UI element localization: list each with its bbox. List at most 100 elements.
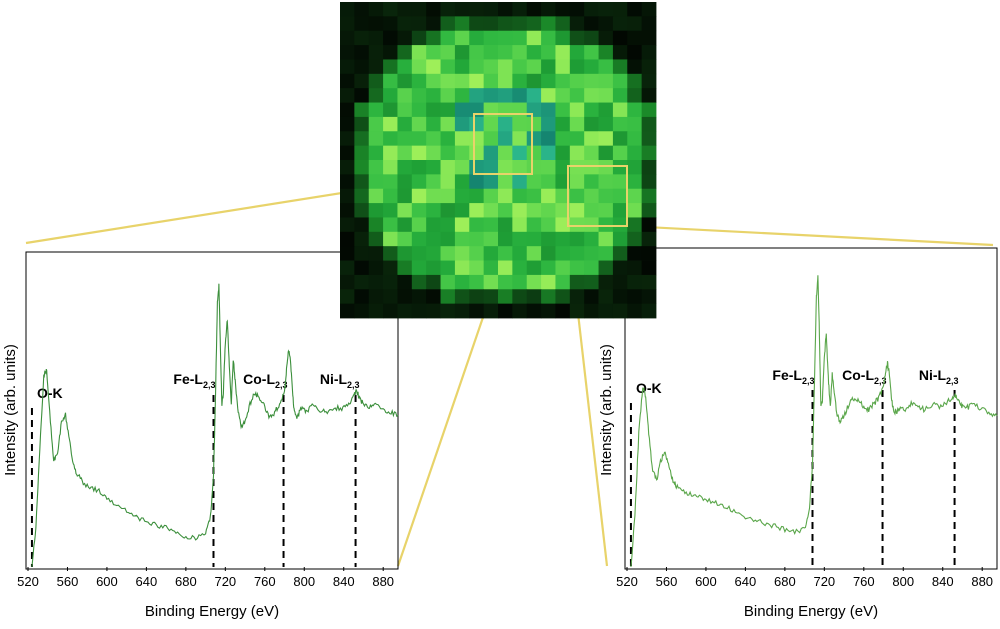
map-pixel: [555, 246, 571, 261]
map-pixel: [541, 116, 556, 132]
map-pixel: [340, 289, 355, 305]
edge-label: Co-L2,3: [243, 371, 287, 390]
map-pixel: [569, 59, 585, 75]
map-pixel: [397, 160, 413, 175]
map-pixel: [383, 30, 398, 46]
map-pixel: [340, 217, 355, 233]
map-pixel: [354, 160, 370, 175]
map-pixel: [454, 145, 470, 161]
map-pixel: [469, 16, 485, 32]
map-pixel: [555, 131, 571, 147]
map-pixel: [641, 59, 657, 75]
map-pixel: [641, 145, 657, 161]
map-pixel: [541, 59, 556, 75]
x-tick-label: 760: [254, 574, 276, 589]
map-pixel: [454, 16, 470, 32]
map-pixel: [598, 45, 614, 60]
map-pixel: [354, 188, 370, 204]
connector-right-top: [626, 224, 994, 247]
map-pixel: [569, 217, 585, 233]
map-pixel: [397, 45, 413, 60]
map-pixel: [584, 145, 599, 161]
map-pixel: [340, 160, 355, 175]
map-pixel: [612, 303, 628, 319]
map-pixel: [526, 45, 542, 60]
x-tick-label: 520: [616, 574, 638, 589]
map-pixel: [483, 260, 499, 276]
map-pixel: [569, 2, 585, 17]
map-pixel: [368, 174, 384, 190]
map-pixel: [368, 203, 384, 218]
map-pixel: [526, 2, 542, 17]
map-pixel: [426, 246, 441, 261]
map-pixel: [584, 203, 599, 218]
map-pixel: [526, 16, 542, 32]
map-pixel: [641, 160, 657, 175]
map-pixel: [555, 30, 571, 46]
left-x-axis-title: Binding Energy (eV): [145, 603, 279, 620]
map-pixel: [526, 131, 542, 147]
map-pixel: [354, 116, 370, 132]
map-pixel: [641, 217, 657, 233]
map-pixel: [598, 2, 614, 17]
region-box-left: [473, 113, 533, 175]
map-pixel: [555, 217, 571, 233]
map-pixel: [440, 102, 456, 118]
map-pixel: [469, 203, 485, 218]
map-pixel: [512, 246, 528, 261]
map-pixel: [426, 174, 441, 190]
map-pixel: [512, 131, 528, 147]
map-pixel: [569, 73, 585, 89]
map-pixel: [340, 59, 355, 75]
map-pixel: [569, 246, 585, 261]
map-pixel: [340, 88, 355, 103]
x-tick-label: 600: [96, 574, 118, 589]
map-pixel: [498, 188, 513, 204]
map-pixel: [612, 188, 628, 204]
map-pixel: [483, 16, 499, 32]
map-pixel: [512, 174, 528, 190]
map-pixel: [498, 131, 513, 147]
edge-label: Ni-L2,3: [320, 371, 360, 390]
map-pixel: [411, 2, 427, 17]
map-pixel: [469, 289, 485, 305]
elemental-map-image: [340, 2, 657, 319]
map-pixel: [584, 160, 599, 175]
map-pixel: [440, 246, 456, 261]
map-pixel: [411, 289, 427, 305]
map-pixel: [555, 116, 571, 132]
x-tick-label: 720: [813, 574, 835, 589]
map-pixel: [569, 188, 585, 204]
map-pixel: [569, 116, 585, 132]
map-pixel: [354, 45, 370, 60]
map-pixel: [397, 116, 413, 132]
map-pixel: [383, 203, 398, 218]
map-pixel: [368, 145, 384, 161]
map-pixel: [483, 102, 499, 118]
map-pixel: [569, 30, 585, 46]
x-tick-label: 800: [293, 574, 315, 589]
map-pixel: [541, 246, 556, 261]
map-pixel: [641, 88, 657, 103]
map-pixel: [541, 231, 556, 247]
map-pixel: [627, 203, 643, 218]
map-pixel: [526, 217, 542, 233]
map-pixel: [555, 203, 571, 218]
map-pixel: [512, 274, 528, 290]
map-pixel: [454, 88, 470, 103]
map-pixel: [612, 217, 628, 233]
map-pixel: [397, 203, 413, 218]
map-pixel: [426, 289, 441, 305]
map-pixel: [354, 246, 370, 261]
map-pixel: [411, 73, 427, 89]
right-y-axis-title: Intensity (arb. units): [598, 344, 615, 476]
map-pixel: [627, 102, 643, 118]
map-pixel: [397, 16, 413, 32]
map-pixel: [498, 260, 513, 276]
map-pixel: [354, 203, 370, 218]
map-pixel: [612, 174, 628, 190]
map-pixel: [440, 45, 456, 60]
map-pixel: [426, 45, 441, 60]
edge-label: Co-L2,3: [842, 367, 886, 386]
map-pixel: [483, 73, 499, 89]
